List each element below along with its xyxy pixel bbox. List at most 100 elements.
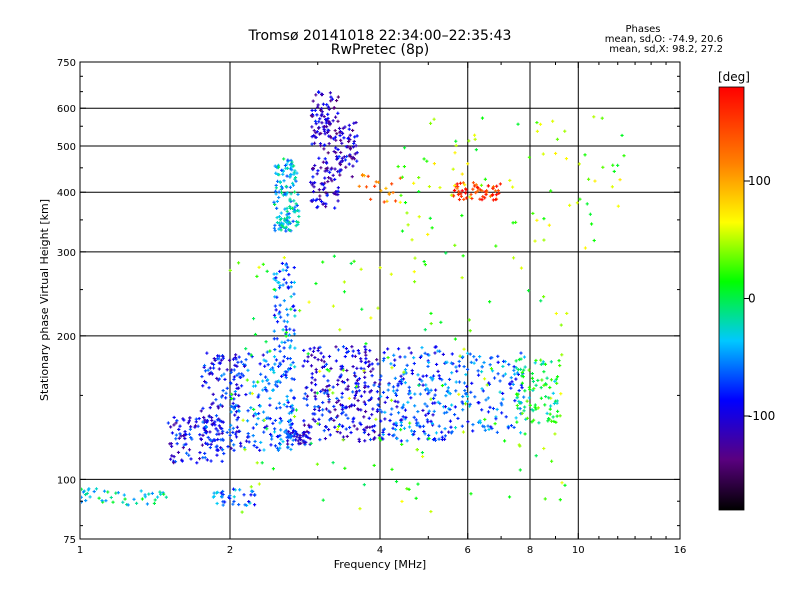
data-point (534, 454, 538, 458)
data-point (236, 261, 241, 265)
data-point (170, 444, 174, 448)
data-point (476, 369, 480, 373)
data-point (215, 418, 220, 422)
data-point (539, 358, 543, 362)
data-point (286, 313, 290, 317)
data-point (285, 398, 290, 402)
data-point (443, 405, 448, 409)
data-point (276, 172, 280, 177)
data-point (257, 393, 261, 397)
data-point (314, 93, 318, 97)
data-point (381, 359, 386, 363)
data-point (391, 190, 395, 195)
data-point (440, 378, 444, 382)
data-point (488, 194, 493, 198)
data-point (388, 418, 392, 423)
data-point (303, 442, 307, 447)
data-point (285, 174, 289, 178)
data-point (401, 377, 406, 381)
data-point (355, 427, 359, 431)
data-point (433, 393, 437, 397)
data-point (443, 434, 447, 438)
data-point (513, 372, 517, 376)
data-point (412, 270, 416, 274)
data-point (387, 383, 391, 387)
data-point (512, 365, 516, 369)
data-point (402, 426, 407, 430)
data-point (353, 393, 358, 398)
data-point (443, 360, 448, 365)
data-point (290, 403, 294, 408)
data-point (351, 164, 355, 168)
data-point (292, 328, 296, 332)
data-point (240, 510, 244, 514)
data-point (290, 442, 294, 447)
data-point (238, 375, 242, 379)
data-point (454, 139, 458, 143)
data-point (228, 428, 232, 432)
data-point (325, 130, 330, 134)
data-point (418, 392, 423, 396)
data-point (465, 394, 470, 399)
data-point (340, 403, 345, 408)
data-point (321, 400, 325, 405)
data-point (329, 366, 333, 371)
data-point (327, 354, 332, 359)
data-point (363, 361, 367, 365)
data-point (355, 134, 359, 138)
data-point (321, 498, 325, 502)
data-point (486, 424, 490, 428)
data-point (538, 122, 543, 126)
annotation-line-o: mean, sd,O: -74.9, 20.6 (605, 34, 723, 45)
data-point (426, 411, 430, 415)
data-point (311, 417, 315, 421)
data-point (549, 404, 553, 408)
data-point (345, 434, 349, 439)
data-point (416, 373, 420, 377)
data-point (334, 151, 338, 155)
data-point (310, 376, 314, 380)
data-point (289, 388, 293, 392)
data-point (356, 407, 360, 411)
data-point (289, 339, 293, 343)
data-point (226, 445, 230, 449)
data-point (265, 269, 269, 273)
data-point (533, 239, 537, 243)
data-point (186, 421, 190, 425)
data-point (362, 427, 366, 432)
data-point (434, 431, 439, 435)
data-point (233, 363, 237, 367)
data-point (503, 372, 508, 376)
data-point (575, 201, 579, 205)
data-point (292, 377, 296, 381)
data-point (321, 187, 325, 192)
data-point (370, 425, 374, 429)
data-point (284, 263, 288, 267)
data-point (376, 403, 380, 407)
data-point (548, 407, 552, 411)
data-point (542, 446, 546, 451)
data-point (291, 360, 295, 365)
data-point (490, 193, 494, 198)
data-point (424, 383, 428, 387)
data-point (175, 442, 179, 446)
data-point (283, 163, 288, 168)
data-point (274, 192, 278, 196)
data-point (235, 373, 239, 377)
data-point (535, 120, 539, 125)
data-point (393, 399, 397, 403)
data-point (461, 355, 465, 359)
data-point (501, 364, 505, 369)
data-point (350, 175, 354, 179)
data-point (493, 422, 497, 426)
data-point (340, 131, 345, 135)
data-point (409, 351, 413, 355)
data-point (351, 354, 355, 358)
data-point (334, 190, 338, 194)
data-point (501, 374, 505, 378)
data-point (402, 370, 406, 374)
data-point (327, 369, 331, 373)
data-point (278, 406, 282, 410)
data-point (338, 328, 342, 332)
